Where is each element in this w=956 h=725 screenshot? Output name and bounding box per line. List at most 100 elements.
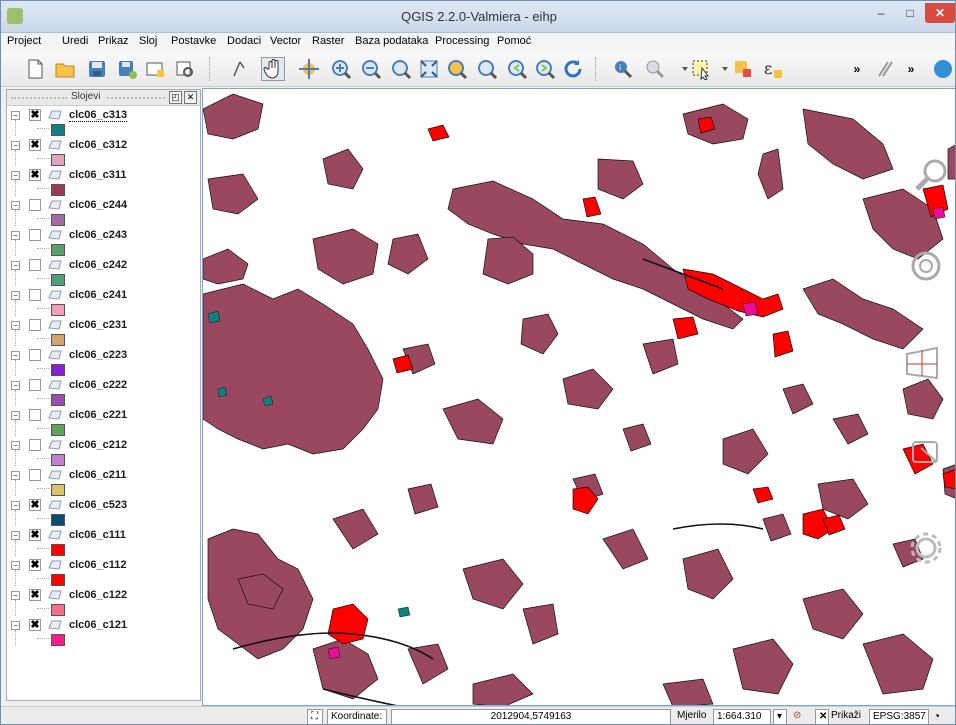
collapse-icon[interactable]: − [11, 261, 20, 270]
layer-item[interactable]: − clc06_c223 [7, 346, 200, 376]
dropdown-arrow-icon[interactable] [673, 57, 697, 81]
toggle-extents-icon[interactable]: ⛶ [307, 709, 323, 724]
layer-name[interactable]: clc06_c312 [69, 139, 128, 151]
layer-item[interactable]: − ✖ clc06_c121 [7, 616, 200, 646]
collapse-icon[interactable]: − [11, 111, 20, 120]
layer-control-icon[interactable] [907, 434, 945, 472]
save-as-icon[interactable] [115, 57, 139, 81]
layer-name[interactable]: clc06_c313 [69, 109, 128, 122]
layer-name[interactable]: clc06_c212 [69, 439, 128, 451]
composer-manager-icon[interactable] [173, 57, 197, 81]
minimize-button[interactable]: – [877, 6, 885, 20]
layer-name[interactable]: clc06_c222 [69, 379, 128, 391]
layer-name[interactable]: clc06_c244 [69, 199, 128, 211]
menu-dodaci[interactable]: Dodaci [227, 35, 262, 47]
dropdown-arrow-icon[interactable] [713, 57, 737, 81]
layer-item[interactable]: − clc06_c244 [7, 196, 200, 226]
render-checkbox[interactable]: ✕ [815, 709, 829, 724]
layer-symbol-swatch[interactable] [51, 574, 65, 586]
panel-grip[interactable] [107, 97, 165, 99]
menu-processing[interactable]: Processing [435, 35, 490, 47]
zoom-layer-icon[interactable] [445, 57, 469, 81]
layer-visibility-checkbox[interactable]: ✖ [29, 529, 41, 541]
collapse-icon[interactable]: − [11, 141, 20, 150]
collapse-icon[interactable]: − [11, 381, 20, 390]
select-feature-icon[interactable] [689, 57, 713, 81]
layer-item[interactable]: − clc06_c231 [7, 316, 200, 346]
layer-symbol-swatch[interactable] [51, 304, 65, 316]
layer-item[interactable]: − ✖ clc06_c111 [7, 526, 200, 556]
refresh-icon[interactable] [561, 57, 585, 81]
layer-name[interactable]: clc06_c112 [69, 559, 127, 571]
layer-name[interactable]: clc06_c211 [69, 469, 127, 481]
menu-vector[interactable]: Vector [270, 35, 302, 47]
collapse-icon[interactable]: − [11, 231, 20, 240]
zoom-full-icon[interactable] [417, 57, 441, 81]
zoom-in-icon[interactable] [329, 57, 353, 81]
zoom-actual-icon[interactable] [389, 57, 413, 81]
layer-visibility-checkbox[interactable]: ✖ [29, 109, 41, 121]
layer-visibility-checkbox[interactable]: ✖ [29, 499, 41, 511]
crs-status[interactable]: EPSG:3857 [869, 709, 929, 724]
stop-render-icon[interactable]: ⊘ [793, 710, 802, 721]
layer-symbol-swatch[interactable] [51, 484, 65, 496]
pan-to-selection-icon[interactable] [297, 57, 321, 81]
zoom-last-icon[interactable] [505, 57, 529, 81]
layer-visibility-checkbox[interactable]: ✖ [29, 169, 41, 181]
layer-visibility-checkbox[interactable] [29, 379, 41, 391]
layer-name[interactable]: clc06_c523 [69, 499, 128, 511]
measure-control-icon[interactable] [903, 344, 941, 382]
layer-item[interactable]: − clc06_c242 [7, 256, 200, 286]
layer-symbol-swatch[interactable] [51, 154, 65, 166]
layer-item[interactable]: − clc06_c222 [7, 376, 200, 406]
panel-grip[interactable] [11, 97, 67, 99]
layer-visibility-checkbox[interactable] [29, 469, 41, 481]
layer-symbol-swatch[interactable] [51, 244, 65, 256]
save-project-icon[interactable] [85, 57, 109, 81]
layer-visibility-checkbox[interactable] [29, 289, 41, 301]
layer-visibility-checkbox[interactable] [29, 349, 41, 361]
menu-raster[interactable]: Raster [312, 35, 345, 47]
rotate-control-icon[interactable] [907, 247, 945, 285]
collapse-icon[interactable]: − [11, 471, 20, 480]
layer-item[interactable]: − ✖ clc06_c112 [7, 556, 200, 586]
collapse-icon[interactable]: − [11, 501, 20, 510]
map-canvas[interactable] [202, 88, 955, 706]
layer-symbol-swatch[interactable] [51, 394, 65, 406]
layer-visibility-checkbox[interactable] [29, 229, 41, 241]
new-project-icon[interactable] [23, 57, 47, 81]
collapse-icon[interactable]: − [11, 441, 20, 450]
collapse-icon[interactable]: − [11, 201, 20, 210]
layer-item[interactable]: − clc06_c212 [7, 436, 200, 466]
layer-symbol-swatch[interactable] [51, 604, 65, 616]
layer-visibility-checkbox[interactable] [29, 439, 41, 451]
zoom-control-icon[interactable] [913, 157, 951, 195]
panel-float-button[interactable]: ◰ [169, 91, 182, 104]
layer-name[interactable]: clc06_c231 [69, 319, 128, 331]
layer-visibility-checkbox[interactable]: ✖ [29, 619, 41, 631]
layer-visibility-checkbox[interactable] [29, 319, 41, 331]
zoom-out-icon[interactable] [359, 57, 383, 81]
layer-name[interactable]: clc06_c241 [69, 289, 128, 301]
touch-zoom-icon[interactable] [227, 57, 251, 81]
new-print-composer-icon[interactable] [143, 57, 167, 81]
zoom-selection-icon[interactable] [475, 57, 499, 81]
layer-item[interactable]: − ✖ clc06_c122 [7, 586, 200, 616]
layer-symbol-swatch[interactable] [51, 334, 65, 346]
layer-symbol-swatch[interactable] [51, 424, 65, 436]
layer-symbol-swatch[interactable] [51, 634, 65, 646]
collapse-icon[interactable]: − [11, 591, 20, 600]
layer-visibility-checkbox[interactable] [29, 259, 41, 271]
layer-symbol-swatch[interactable] [51, 184, 65, 196]
layer-item[interactable]: − ✖ clc06_c311 [7, 166, 200, 196]
zoom-next-icon[interactable] [533, 57, 557, 81]
close-button[interactable]: ✕ [925, 3, 955, 23]
layer-visibility-checkbox[interactable] [29, 199, 41, 211]
menu-sloj[interactable]: Sloj [139, 35, 158, 47]
layer-visibility-checkbox[interactable]: ✖ [29, 589, 41, 601]
menu-baza-podataka[interactable]: Baza podataka [355, 35, 429, 47]
layer-name[interactable]: clc06_c242 [69, 259, 128, 271]
collapse-icon[interactable]: − [11, 621, 20, 630]
layer-item[interactable]: − ✖ clc06_c313 [7, 106, 200, 136]
scale-field[interactable]: 1:664.310 [713, 709, 771, 724]
